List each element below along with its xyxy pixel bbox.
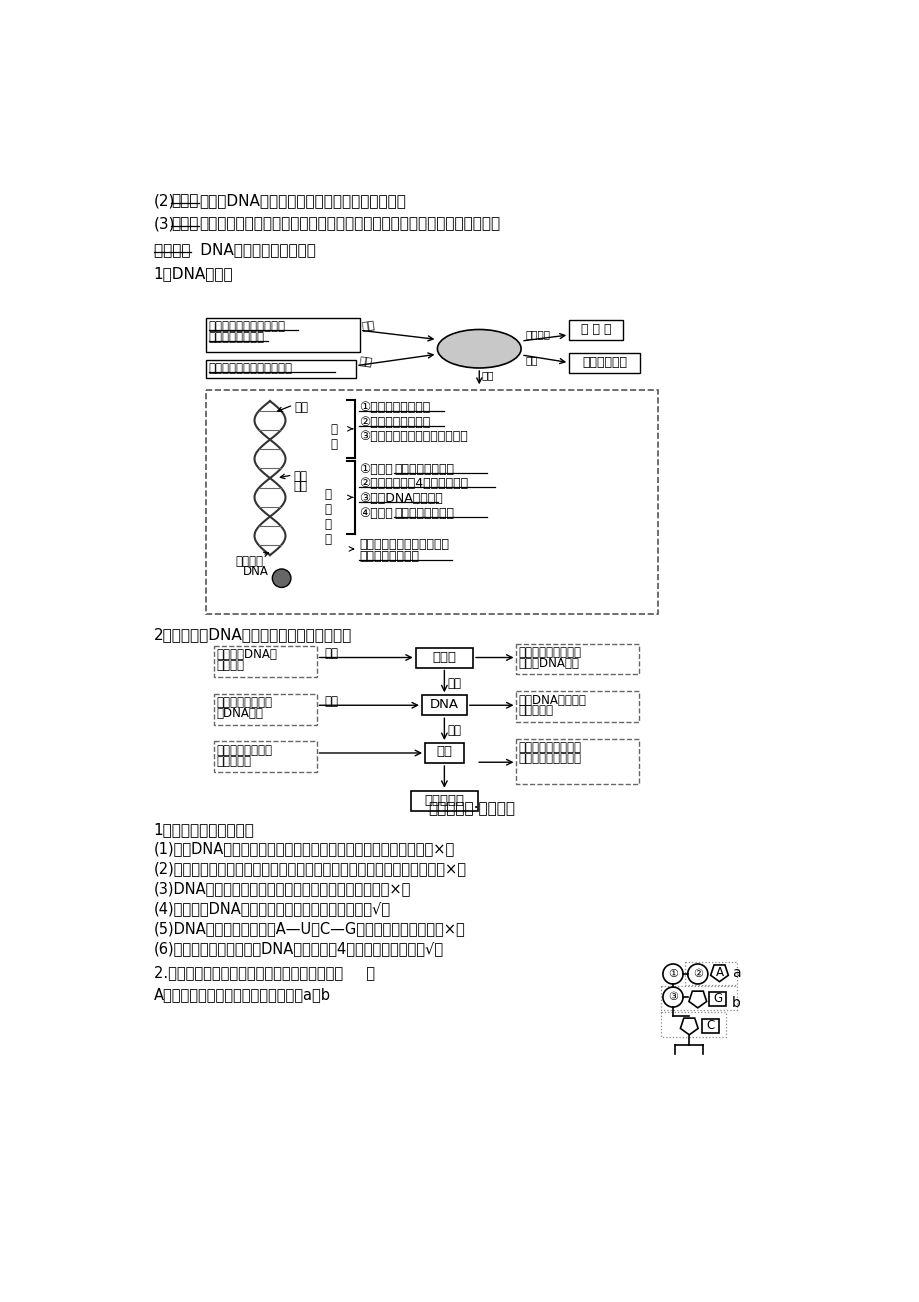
Bar [415, 647, 472, 668]
Text: 一次分裂前的间期: 一次分裂前的间期 [209, 331, 265, 344]
Text: 特异性: 特异性 [171, 193, 198, 208]
Text: 位置: 位置 [323, 647, 338, 660]
Text: 盘绕成双螺旋结构: 盘绕成双螺旋结构 [358, 551, 419, 564]
Text: 意义: 意义 [525, 355, 538, 365]
Bar [206, 359, 356, 378]
Text: 本质: 本质 [323, 695, 338, 708]
Text: 的基本单位: 的基本单位 [216, 755, 251, 768]
Bar [709, 992, 726, 1005]
Text: DNA
聚合
酶: DNA 聚合 酶 [273, 564, 289, 594]
Text: 边解旋边复制；半保留复制: 边解旋边复制；半保留复制 [209, 362, 292, 375]
Text: 1．DNA的复制: 1．DNA的复制 [153, 267, 233, 281]
Text: ③结果：把两条螺旋的双链解开: ③结果：把两条螺旋的双链解开 [358, 431, 468, 444]
Text: 1．判断下列说法的正误: 1．判断下列说法的正误 [153, 823, 255, 837]
Bar [206, 389, 657, 615]
Text: ②原料：游离的4种脱氧核苷酸: ②原料：游离的4种脱氧核苷酸 [358, 478, 468, 491]
Text: ③: ③ [667, 992, 677, 1003]
Text: 每个DNA分子含有: 每个DNA分子含有 [518, 694, 586, 707]
Text: 合
成
子
链: 合 成 子 链 [324, 488, 331, 546]
Text: 知识点二  DNA的复制及基因的本质: 知识点二 DNA的复制及基因的本质 [153, 242, 315, 258]
Text: DNA: DNA [243, 565, 268, 578]
Bar [206, 318, 359, 352]
Text: 脱氧核苷酸是基因: 脱氧核苷酸是基因 [216, 743, 272, 756]
Text: 基因的脱氧核苷酸排: 基因的脱氧核苷酸排 [518, 741, 581, 754]
Text: ：两条主链磷酸与脱氧核糖交替排列的顺序不变，碱基对配对方式不变等。: ：两条主链磷酸与脱氧核糖交替排列的顺序不变，碱基对配对方式不变等。 [199, 216, 500, 232]
Text: b: b [732, 996, 740, 1009]
Text: (2)分子大小相同、碱基含量相同的核酸分子所携带的遗传信息一定相同（×）: (2)分子大小相同、碱基含量相同的核酸分子所携带的遗传信息一定相同（×） [153, 862, 466, 876]
Text: 子链: 子链 [293, 480, 307, 493]
Text: ②: ② [692, 969, 702, 979]
Text: DNA的复制: DNA的复制 [452, 342, 505, 355]
Text: (1)双链DNA分子中一条链上的磷酸与脱氧核糖是通过氢键连接的（×）: (1)双链DNA分子中一条链上的磷酸与脱氧核糖是通过氢键连接的（×） [153, 841, 455, 857]
Text: 基因是有遗传效应: 基因是有遗传效应 [216, 697, 272, 710]
Text: A: A [715, 966, 722, 979]
Text: 数量: 数量 [447, 724, 461, 737]
Text: 稳定性: 稳定性 [171, 216, 198, 232]
Bar [214, 741, 316, 772]
Text: G: G [712, 992, 721, 1005]
Text: ④原则：: ④原则： [358, 506, 392, 519]
Bar [516, 643, 638, 674]
Bar [425, 743, 463, 763]
Ellipse shape [437, 329, 520, 368]
Text: 的DNA片段: 的DNA片段 [216, 707, 263, 720]
Text: 染色体是DNA的: 染色体是DNA的 [216, 648, 278, 661]
Bar [569, 320, 623, 340]
Text: 合成: 合成 [293, 470, 307, 483]
Bar [660, 986, 736, 1010]
Text: ①模板：: ①模板： [358, 462, 392, 475]
Text: 解旋: 解旋 [294, 401, 309, 414]
Bar [411, 790, 477, 811]
Text: 形成子代: 形成子代 [235, 555, 263, 568]
Text: 许多个基因: 许多个基因 [518, 704, 553, 717]
Text: 2．染色体、DNA、基因和脱氧核苷酸的关系: 2．染色体、DNA、基因和脱氧核苷酸的关系 [153, 628, 352, 642]
Text: 数量: 数量 [447, 677, 461, 690]
Text: a: a [732, 966, 740, 979]
Text: 基因: 基因 [436, 745, 452, 758]
Text: 解
旋: 解 旋 [331, 423, 337, 450]
Text: ③酶：DNA聚合酶等: ③酶：DNA聚合酶等 [358, 492, 442, 505]
Text: 有丝分裂的间期和减数第: 有丝分裂的间期和减数第 [209, 320, 286, 333]
Text: 列顺序代表遗传信息: 列顺序代表遗传信息 [518, 753, 581, 766]
Text: ②需要解旋酶的作用: ②需要解旋酶的作用 [358, 415, 430, 428]
Text: 过程: 过程 [481, 370, 494, 380]
Text: 特点: 特点 [358, 357, 372, 368]
Bar [660, 1013, 726, 1038]
Circle shape [272, 569, 290, 587]
Text: A．能构成一个完整核苷酸的是图中的a和b: A．能构成一个完整核苷酸的是图中的a和b [153, 987, 331, 1003]
Text: 脱氧核苷酸: 脱氧核苷酸 [424, 794, 464, 807]
Text: (5)DNA复制时，严格遵循A—U、C—G的碱基互补配对原则（×）: (5)DNA复制时，严格遵循A—U、C—G的碱基互补配对原则（×） [153, 922, 465, 936]
Bar [701, 1018, 718, 1032]
Bar [685, 962, 736, 984]
Bar [516, 691, 638, 723]
Text: 细 胞 核: 细 胞 核 [581, 323, 611, 336]
Text: ①需要细胞提供能量: ①需要细胞提供能量 [358, 401, 430, 414]
Bar [214, 694, 316, 724]
Text: ①: ① [667, 969, 677, 979]
Text: 或两个DNA分子: 或两个DNA分子 [518, 656, 579, 669]
Text: 时期: 时期 [361, 320, 376, 332]
Text: 传递遗传信息: 传递遗传信息 [582, 357, 627, 370]
Text: ：每个DNA分子都有其特定的碱基对排列顺序。: ：每个DNA分子都有其特定的碱基对排列顺序。 [199, 193, 406, 208]
Text: C: C [705, 1019, 713, 1032]
Text: 每条新链与其对应的模板链: 每条新链与其对应的模板链 [358, 538, 448, 551]
Text: 碱基互补配对原则: 碱基互补配对原则 [393, 506, 453, 519]
Text: 每条染色体上有一个: 每条染色体上有一个 [518, 646, 581, 659]
Text: (3): (3) [153, 216, 175, 232]
Text: (6)复制后产生的两个子代DNA分子中共含4个游离的磷酸基团（√）: (6)复制后产生的两个子代DNA分子中共含4个游离的磷酸基团（√） [153, 941, 443, 957]
Bar [516, 740, 638, 784]
Bar [569, 353, 640, 372]
Text: 主要场所: 主要场所 [525, 328, 550, 339]
Text: (4)真核生物DNA分子复制过程需要解旋酶和能量（√）: (4)真核生物DNA分子复制过程需要解旋酶和能量（√） [153, 901, 391, 917]
Text: 主要载体: 主要载体 [216, 659, 244, 672]
Bar [422, 695, 466, 715]
Text: 染色体: 染色体 [432, 651, 456, 664]
Text: (3)DNA聚合酶催化两个游离的脱氧核苷酸之间的连接（×）: (3)DNA聚合酶催化两个游离的脱氧核苷酸之间的连接（×） [153, 881, 411, 897]
Text: 2.如图为核苷酸链结构图，下列叙述错误的是（     ）: 2.如图为核苷酸链结构图，下列叙述错误的是（ ） [153, 966, 374, 980]
Text: (2): (2) [153, 193, 175, 208]
Bar [214, 646, 316, 677]
Text: 解开的每一段母链: 解开的每一段母链 [393, 462, 453, 475]
Text: 【基本技能·问题化】: 【基本技能·问题化】 [427, 802, 515, 816]
Text: DNA: DNA [429, 698, 459, 711]
